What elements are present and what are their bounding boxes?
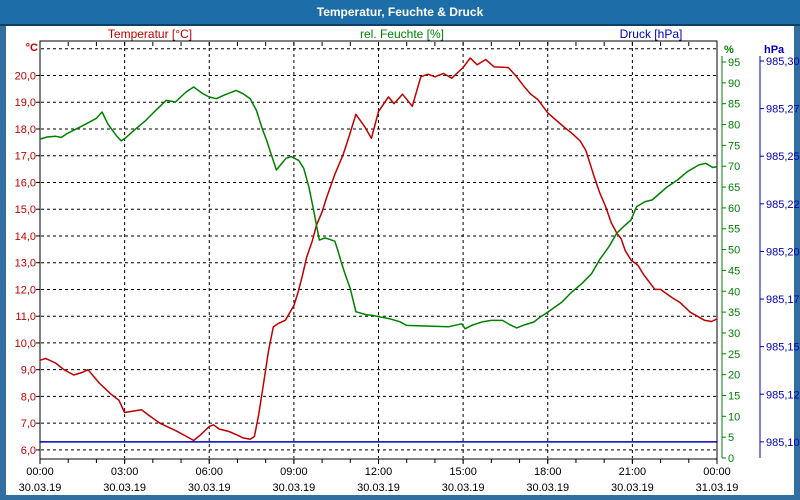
pressure-tick-label: 985,22 — [766, 199, 800, 211]
temperature-tick-label: 8,0 — [21, 391, 36, 403]
temperature-tick-label: 14,0 — [15, 231, 36, 243]
humidity-tick-label: 25 — [728, 349, 740, 361]
x-time-label: 06:00 — [195, 466, 223, 478]
x-time-label: 15:00 — [449, 466, 477, 478]
temperature-axis-unit-label: °C — [26, 42, 38, 54]
x-time-label: 00:00 — [703, 466, 731, 478]
humidity-tick-label: 55 — [728, 224, 740, 236]
x-date-label: 30.03.19 — [357, 482, 400, 494]
temperature-curve — [39, 57, 718, 442]
pressure-tick-label: 985,15 — [766, 342, 800, 354]
humidity-tick-label: 95 — [728, 57, 740, 69]
temperature-tick-label: 15,0 — [15, 204, 36, 216]
pressure-tick-label: 985,12 — [766, 389, 800, 401]
humidity-tick-label: 60 — [728, 203, 740, 215]
humidity-tick-label: 70 — [728, 161, 740, 173]
x-date-label: 30.03.19 — [19, 482, 62, 494]
temperature-tick-label: 6,0 — [21, 445, 36, 457]
pressure-tick-label: 985,27 — [766, 104, 800, 116]
humidity-tick-label: 35 — [728, 307, 740, 319]
humidity-tick-label: 15 — [728, 390, 740, 402]
humidity-tick-label: 50 — [728, 245, 740, 257]
x-time-label: 03:00 — [111, 466, 139, 478]
humidity-tick-label: 20 — [728, 370, 740, 382]
window-border-right — [794, 26, 800, 500]
x-time-label: 21:00 — [619, 466, 647, 478]
x-time-label: 09:00 — [280, 466, 308, 478]
temperature-tick-label: 12,0 — [15, 284, 36, 296]
humidity-tick-label: 30 — [728, 328, 740, 340]
temperature-tick-label: 7,0 — [21, 418, 36, 430]
title-bar: Temperatur, Feuchte & Druck — [0, 0, 800, 26]
humidity-axis-unit-label: % — [724, 44, 734, 56]
pressure-axis-unit-label: hPa — [764, 44, 785, 56]
humidity-tick-label: 45 — [728, 265, 740, 277]
pressure-tick-label: 985,17 — [766, 294, 800, 306]
temperature-tick-label: 10,0 — [15, 338, 36, 350]
humidity-tick-label: 5 — [728, 432, 734, 444]
humidity-tick-label: 75 — [728, 140, 740, 152]
humidity-tick-label: 80 — [728, 120, 740, 132]
temperature-tick-label: 17,0 — [15, 151, 36, 163]
legend-humidity: rel. Feuchte [%] — [360, 27, 444, 41]
window-border-left — [0, 26, 6, 500]
x-time-label: 12:00 — [365, 466, 393, 478]
humidity-curve — [39, 86, 718, 330]
x-date-label: 30.03.19 — [526, 482, 569, 494]
x-date-label: 30.03.19 — [611, 482, 654, 494]
pressure-tick-label: 985,20 — [766, 246, 800, 258]
legend-temperature: Temperatur [°C] — [108, 27, 192, 41]
pressure-tick-label: 985,30 — [766, 56, 800, 68]
chart-plot: Temperatur [°C] rel. Feuchte [%] Druck [… — [0, 26, 800, 500]
humidity-tick-label: 40 — [728, 286, 740, 298]
x-date-label: 30.03.19 — [272, 482, 315, 494]
x-time-label: 18:00 — [534, 466, 562, 478]
window-border-bottom — [0, 495, 800, 500]
x-date-label: 31.03.19 — [696, 482, 739, 494]
temperature-tick-label: 13,0 — [15, 258, 36, 270]
temperature-tick-label: 16,0 — [15, 177, 36, 189]
temperature-tick-label: 9,0 — [21, 365, 36, 377]
humidity-tick-label: 90 — [728, 78, 740, 90]
pressure-tick-label: 985,10 — [766, 437, 800, 449]
legend-pressure: Druck [hPa] — [620, 27, 683, 41]
x-time-label: 00:00 — [26, 466, 54, 478]
humidity-tick-label: 10 — [728, 411, 740, 423]
temperature-tick-label: 19,0 — [15, 97, 36, 109]
temperature-tick-label: 11,0 — [15, 311, 36, 323]
humidity-tick-label: 65 — [728, 182, 740, 194]
temperature-tick-label: 20,0 — [15, 70, 36, 82]
temperature-tick-label: 18,0 — [15, 124, 36, 136]
x-date-label: 30.03.19 — [442, 482, 485, 494]
window-title: Temperatur, Feuchte & Druck — [316, 5, 484, 19]
humidity-tick-label: 85 — [728, 99, 740, 111]
pressure-tick-label: 985,25 — [766, 151, 800, 163]
x-date-label: 30.03.19 — [188, 482, 231, 494]
x-date-label: 30.03.19 — [103, 482, 146, 494]
humidity-tick-label: 0 — [728, 453, 734, 465]
